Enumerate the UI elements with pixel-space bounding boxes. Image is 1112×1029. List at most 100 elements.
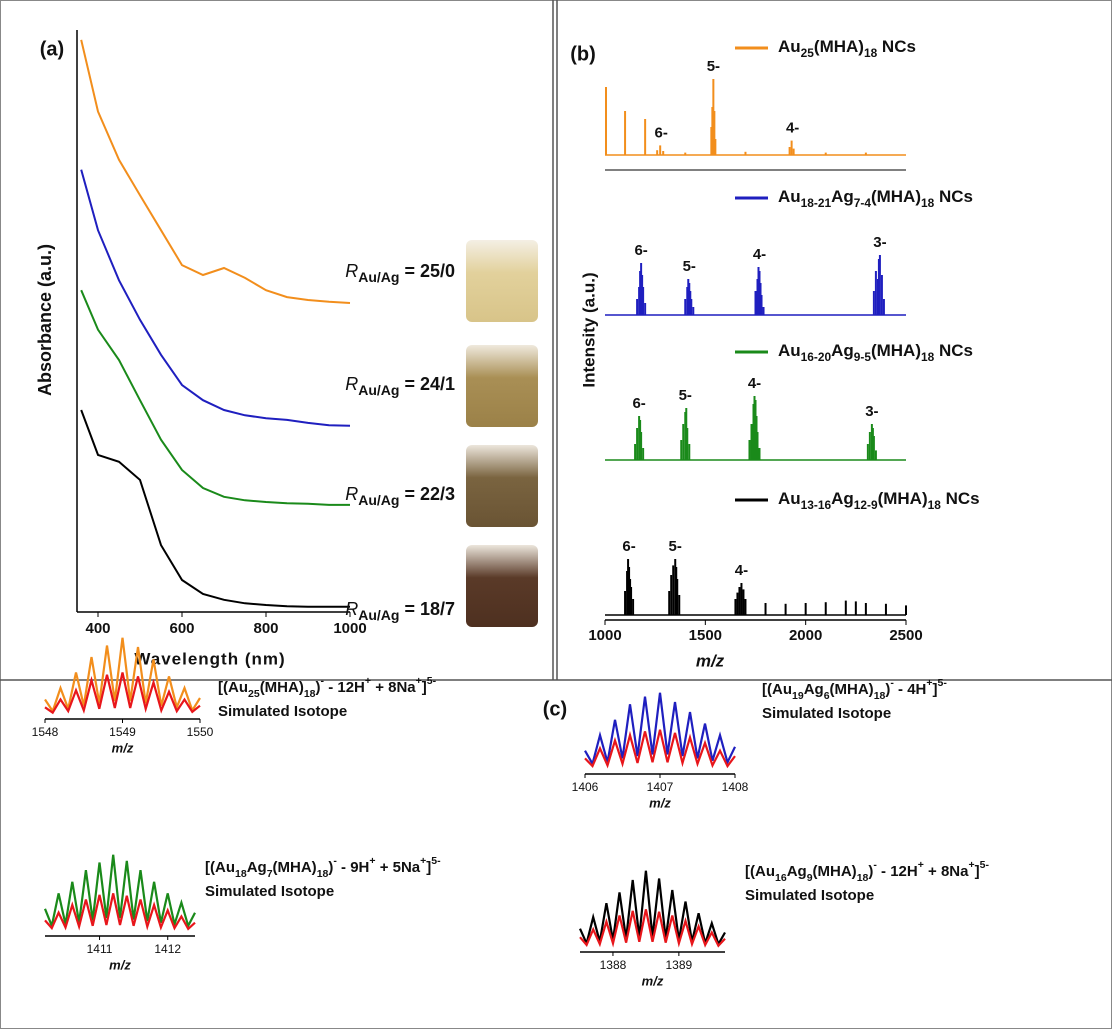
text-part: 25	[801, 46, 815, 60]
x-tick-label: 2000	[789, 627, 822, 644]
legend-label: Au18-21Ag7-4(MHA)18 NCs	[778, 187, 973, 210]
ratio-value: = 24/1	[399, 374, 455, 394]
x-tick-label: 1407	[647, 780, 674, 794]
curve	[80, 39, 351, 304]
text-part: (MHA)	[273, 859, 317, 876]
text-part: (MHA)	[814, 37, 864, 56]
text-part: + 5Na	[376, 859, 421, 876]
legend-label: [(Au25(MHA)18)- - 12H+ + 8Na+]5-	[218, 675, 437, 700]
peak-label: 5-	[679, 387, 692, 404]
text-part: 12-9	[854, 498, 878, 512]
text-part: -	[873, 859, 877, 871]
peak-label: 6-	[632, 395, 645, 412]
peak-label: 5-	[707, 58, 720, 75]
text-part: 19	[792, 690, 804, 702]
text-part: 18-21	[801, 196, 832, 210]
curve	[80, 409, 350, 608]
x-tick-label: 1549	[109, 725, 136, 739]
text-part: Ag	[787, 863, 807, 880]
text-part: [(Au	[218, 679, 248, 696]
curve	[80, 289, 350, 506]
ratio-subscript: Au/Ag	[358, 269, 399, 285]
text-part: 18	[317, 868, 329, 880]
peak-label: 3-	[873, 234, 886, 251]
text-part: 16	[775, 872, 787, 884]
simulated-curve	[584, 729, 736, 769]
ratio-symbol: R	[345, 374, 358, 394]
text-part: )	[328, 859, 333, 876]
simulated-curve	[44, 893, 196, 931]
text-part: 18	[921, 196, 935, 210]
x-tick-label: 400	[85, 620, 110, 637]
legend-label: Au16-20Ag9-5(MHA)18 NCs	[778, 341, 973, 364]
panel-label: (b)	[570, 43, 596, 65]
text-part: (MHA)	[260, 679, 304, 696]
legend-label: [(Au19Ag6(MHA)18)- - 4H+]5-	[762, 677, 947, 702]
text-part: +	[416, 675, 422, 687]
x-tick-label: 1411	[87, 942, 113, 956]
peak-label: 5-	[683, 258, 696, 275]
text-part: + 8Na	[924, 863, 969, 880]
text-part: 5-	[427, 675, 437, 687]
ratio-label: RAu/Ag = 22/3	[345, 484, 455, 508]
vial-photo	[466, 345, 538, 427]
text-part: -	[321, 675, 325, 687]
text-part: Ag	[831, 341, 854, 360]
x-axis-label: m/z	[649, 795, 671, 810]
x-tick-label: 1408	[722, 780, 749, 794]
text-part: NCs	[877, 37, 916, 56]
y-axis-label: Absorbance (a.u.)	[35, 244, 55, 396]
text-part: 18	[921, 350, 935, 364]
peak-label: 6-	[622, 538, 635, 555]
text-part: Au	[778, 187, 801, 206]
peak-label: 5-	[669, 538, 682, 555]
text-part: )	[868, 863, 873, 880]
text-part: 5-	[431, 855, 441, 867]
ratio-subscript: Au/Ag	[358, 607, 399, 623]
simulated-curve	[579, 909, 726, 948]
text-part: Au	[778, 341, 801, 360]
x-tick-label: 1000	[588, 627, 621, 644]
text-part: (MHA)	[813, 863, 857, 880]
text-part: 9	[807, 872, 813, 884]
text-part: 18	[928, 498, 942, 512]
text-part: +	[420, 855, 426, 867]
x-axis-label: m/z	[109, 957, 131, 972]
text-part: +	[369, 855, 375, 867]
text-part: - 9H	[337, 859, 370, 876]
ratio-symbol: R	[345, 599, 358, 619]
text-part: NCs	[934, 187, 973, 206]
text-part: 18	[235, 868, 247, 880]
text-part: Au	[778, 37, 801, 56]
text-part: -	[890, 677, 894, 689]
text-part: - 12H	[324, 679, 365, 696]
text-part: 13-16	[801, 498, 832, 512]
text-part: +	[969, 859, 975, 871]
text-part: Simulated Isotope	[205, 883, 334, 900]
x-axis-label: m/z	[112, 740, 134, 755]
text-part: - 12H	[877, 863, 918, 880]
text-part: Simulated Isotope	[745, 887, 874, 904]
ratio-symbol: R	[345, 261, 358, 281]
text-part: 18	[857, 872, 869, 884]
text-part: [(Au	[762, 681, 792, 698]
text-part: 7-4	[854, 196, 872, 210]
vial-photo	[466, 445, 538, 527]
ratio-value: = 22/3	[399, 484, 455, 504]
peak-label: 4-	[735, 562, 748, 579]
text-part: +	[918, 859, 924, 871]
text-part: [(Au	[745, 863, 775, 880]
legend-label: Simulated Isotope	[762, 705, 891, 722]
text-part: NCs	[934, 341, 973, 360]
text-part: (MHA)	[878, 489, 928, 508]
text-part: )	[885, 681, 890, 698]
peak-label: 6-	[634, 242, 647, 259]
x-tick-label: 1548	[32, 725, 59, 739]
text-part: 7	[267, 868, 273, 880]
x-tick-label: 1388	[600, 958, 627, 972]
x-tick-label: 1389	[666, 958, 693, 972]
legend-label: Au25(MHA)18 NCs	[778, 37, 916, 60]
x-axis-label: m/z	[642, 973, 664, 988]
